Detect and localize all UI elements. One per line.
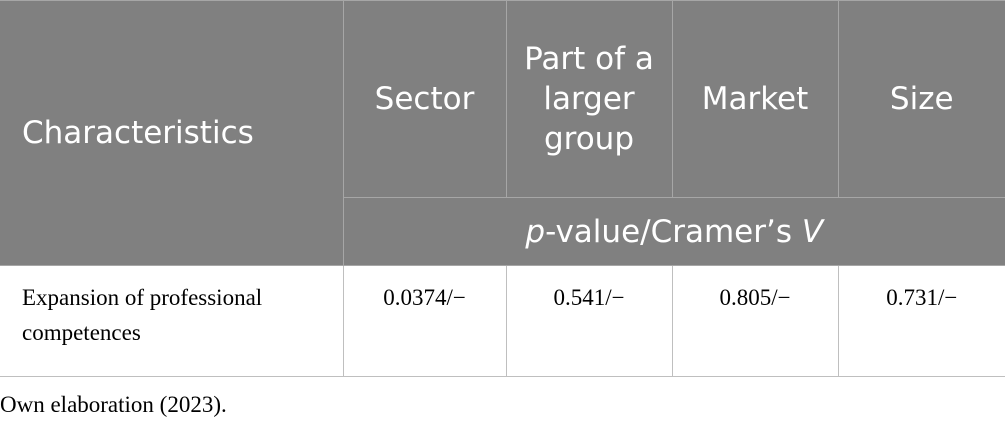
- subheader-cell: p-value/Cramer’s V: [342, 197, 1005, 266]
- header-row: Characteristics Sector Part of a larger …: [0, 0, 1005, 266]
- cell: 0.805/−: [671, 265, 839, 377]
- cell: 0.541/−: [505, 265, 673, 377]
- subheader-row: p-value/Cramer’s V: [0, 197, 1005, 266]
- subheader-italic: V: [801, 213, 824, 250]
- header-cell: Part of a larger group: [505, 0, 673, 198]
- cell: 0.731/−: [837, 265, 1005, 377]
- header-cell: Size: [837, 0, 1005, 198]
- subheader-text: -value/Cramer’s: [545, 213, 802, 250]
- cell: 0.0374/−: [342, 265, 507, 377]
- header-cell: Sector: [342, 0, 507, 198]
- row-label: Expansion of professional competences: [0, 265, 344, 377]
- header-cell: Characteristics: [0, 0, 344, 266]
- data-table: Characteristics Sector Part of a larger …: [0, 0, 1005, 377]
- footnote: Own elaboration (2023).: [0, 392, 227, 417]
- header-cell: Market: [671, 0, 839, 198]
- body-row: Expansion of professional competences 0.…: [0, 265, 1005, 377]
- subheader-italic: p: [525, 213, 546, 250]
